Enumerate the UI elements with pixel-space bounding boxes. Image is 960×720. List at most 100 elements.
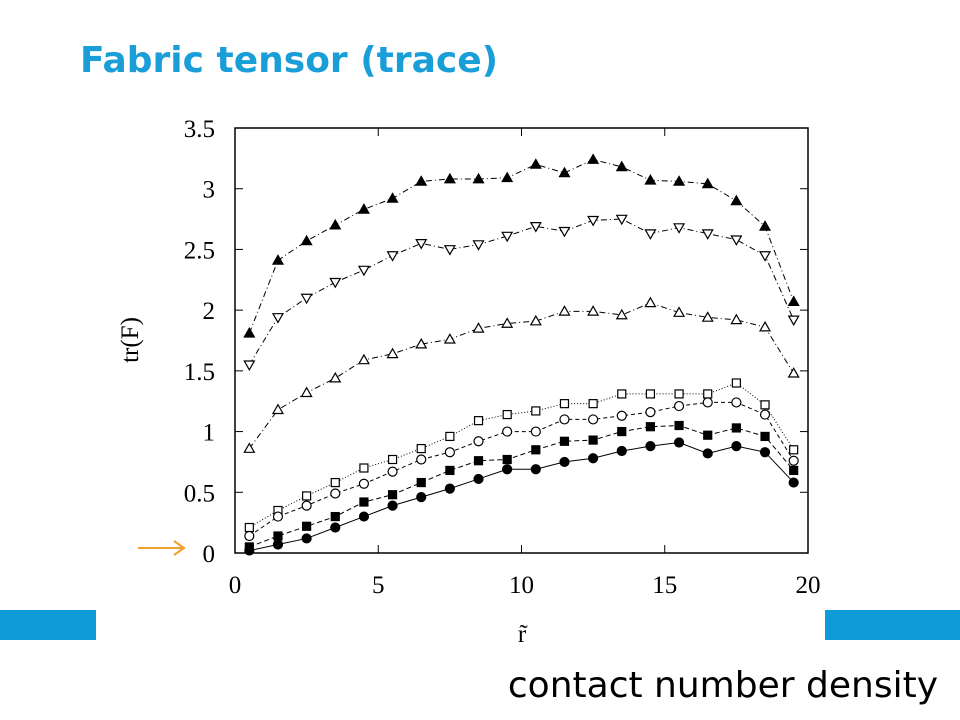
point [617, 426, 627, 437]
point [329, 371, 342, 383]
point [730, 235, 743, 246]
point [673, 306, 686, 317]
point [357, 353, 370, 365]
point [501, 171, 514, 183]
point [472, 240, 485, 251]
point [673, 223, 686, 234]
point [357, 203, 370, 214]
point [731, 397, 742, 408]
arrow [138, 540, 186, 556]
point [502, 426, 513, 437]
accent-bar [0, 610, 96, 640]
point [730, 194, 743, 206]
point [415, 337, 428, 349]
point [588, 399, 598, 409]
point [616, 445, 627, 457]
point [501, 231, 514, 243]
point [789, 445, 799, 455]
point [386, 251, 399, 262]
point [473, 416, 484, 426]
point [617, 389, 627, 399]
series-line [249, 441, 795, 552]
point [644, 174, 657, 185]
point [529, 158, 542, 169]
point [273, 531, 283, 541]
point [529, 314, 542, 326]
accent-bar [825, 610, 960, 640]
point [444, 447, 455, 458]
point [444, 483, 455, 494]
point [788, 477, 799, 488]
point [530, 426, 541, 437]
x-tick-label: 5 [372, 572, 385, 599]
x-tick-label: 15 [652, 572, 677, 599]
y-tick-label: 1.5 [184, 359, 215, 386]
point [674, 420, 684, 431]
point [244, 545, 255, 556]
point [645, 389, 656, 399]
y-tick-label: 0 [203, 541, 216, 568]
point [387, 500, 398, 511]
point [731, 378, 741, 388]
point [645, 422, 656, 432]
point [787, 295, 800, 306]
point [760, 400, 770, 410]
point [415, 239, 428, 250]
point [673, 400, 685, 412]
point [673, 175, 686, 186]
point [615, 160, 628, 172]
point [300, 386, 313, 398]
point [530, 464, 541, 475]
point [558, 166, 571, 178]
point [472, 322, 485, 333]
point [243, 442, 256, 453]
point [789, 465, 799, 476]
point [787, 315, 800, 327]
point [558, 226, 571, 238]
point [559, 399, 570, 409]
point [272, 511, 284, 522]
point [588, 435, 598, 445]
series-line [248, 159, 795, 334]
point [272, 539, 284, 550]
point [529, 222, 542, 233]
point [271, 313, 285, 324]
point [473, 456, 484, 466]
point [416, 443, 426, 454]
y-tick-label: 2 [203, 298, 216, 325]
point [473, 436, 484, 447]
point [788, 455, 799, 466]
point [645, 441, 656, 452]
point [559, 436, 570, 446]
point [502, 454, 512, 465]
series-line [249, 424, 795, 548]
point [645, 407, 656, 418]
point [329, 218, 342, 230]
point [758, 320, 772, 332]
point [587, 305, 600, 316]
point [502, 464, 513, 475]
point [443, 333, 456, 344]
point [759, 447, 771, 458]
point [559, 414, 570, 425]
point [358, 478, 370, 489]
point [243, 360, 256, 371]
point [300, 234, 313, 246]
point [271, 403, 285, 415]
point [616, 410, 627, 421]
point [330, 477, 340, 488]
point [701, 229, 714, 240]
point [730, 313, 743, 325]
series-line [248, 218, 795, 366]
point [587, 153, 600, 164]
point [416, 477, 426, 488]
point [359, 463, 369, 473]
y-tick-label: 3.5 [184, 116, 215, 143]
point [387, 490, 398, 500]
point [501, 317, 514, 328]
point [760, 431, 770, 442]
point [386, 347, 399, 359]
point [587, 215, 600, 227]
point [703, 430, 713, 440]
